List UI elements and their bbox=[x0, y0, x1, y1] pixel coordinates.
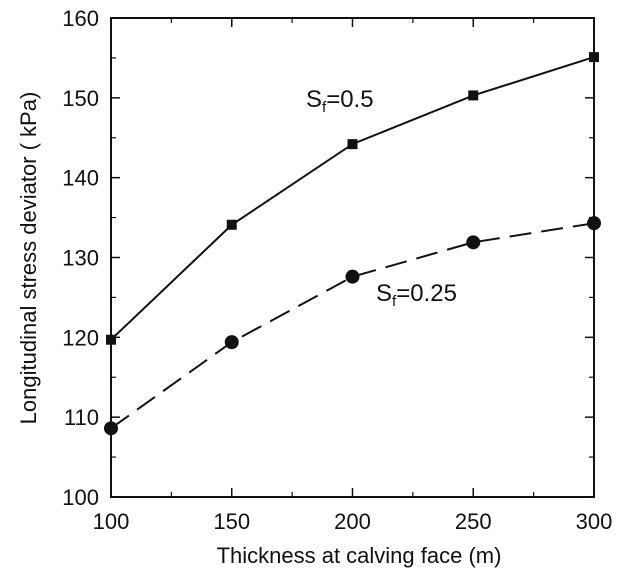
data-point-square bbox=[347, 139, 358, 150]
data-point-circle bbox=[587, 216, 601, 231]
series-label-sf-0-5: Sf=0.5 bbox=[306, 86, 374, 116]
data-point-circle bbox=[104, 421, 118, 436]
y-axis-label: Longitudinal stress deviator ( kPa) bbox=[16, 92, 41, 425]
data-point-circle bbox=[466, 235, 481, 250]
y-tick-label: 120 bbox=[62, 325, 99, 350]
y-tick-label: 150 bbox=[62, 86, 99, 111]
y-tick-label: 130 bbox=[62, 246, 99, 271]
tick-labels: 100 150 200 250 300 100 110 120 130 140 150 160 bbox=[62, 6, 612, 534]
y-tick-label: 140 bbox=[62, 166, 99, 191]
y-tick-label: 160 bbox=[62, 6, 99, 31]
data-point-square bbox=[468, 90, 479, 101]
x-tick-label: 100 bbox=[93, 509, 130, 534]
y-tick-label: 100 bbox=[62, 485, 99, 510]
data-point-square bbox=[226, 219, 237, 230]
series-1 bbox=[106, 52, 599, 345]
x-tick-label: 200 bbox=[334, 509, 371, 534]
data-point-circle bbox=[345, 269, 360, 284]
x-tick-label: 300 bbox=[576, 509, 613, 534]
data-point-square bbox=[589, 52, 599, 63]
series-label-sf-0-25: Sf=0.25 bbox=[376, 280, 457, 310]
x-tick-label: 150 bbox=[213, 509, 250, 534]
series-2 bbox=[104, 216, 601, 436]
y-tick-label: 110 bbox=[64, 405, 99, 430]
series-line bbox=[110, 222, 595, 430]
series-layer bbox=[104, 52, 601, 436]
x-axis-label: Thickness at calving face (m) bbox=[217, 543, 502, 568]
axis-ticks bbox=[110, 17, 595, 498]
x-tick-label: 250 bbox=[455, 509, 492, 534]
data-point-circle bbox=[224, 335, 239, 350]
data-point-square bbox=[106, 334, 116, 345]
